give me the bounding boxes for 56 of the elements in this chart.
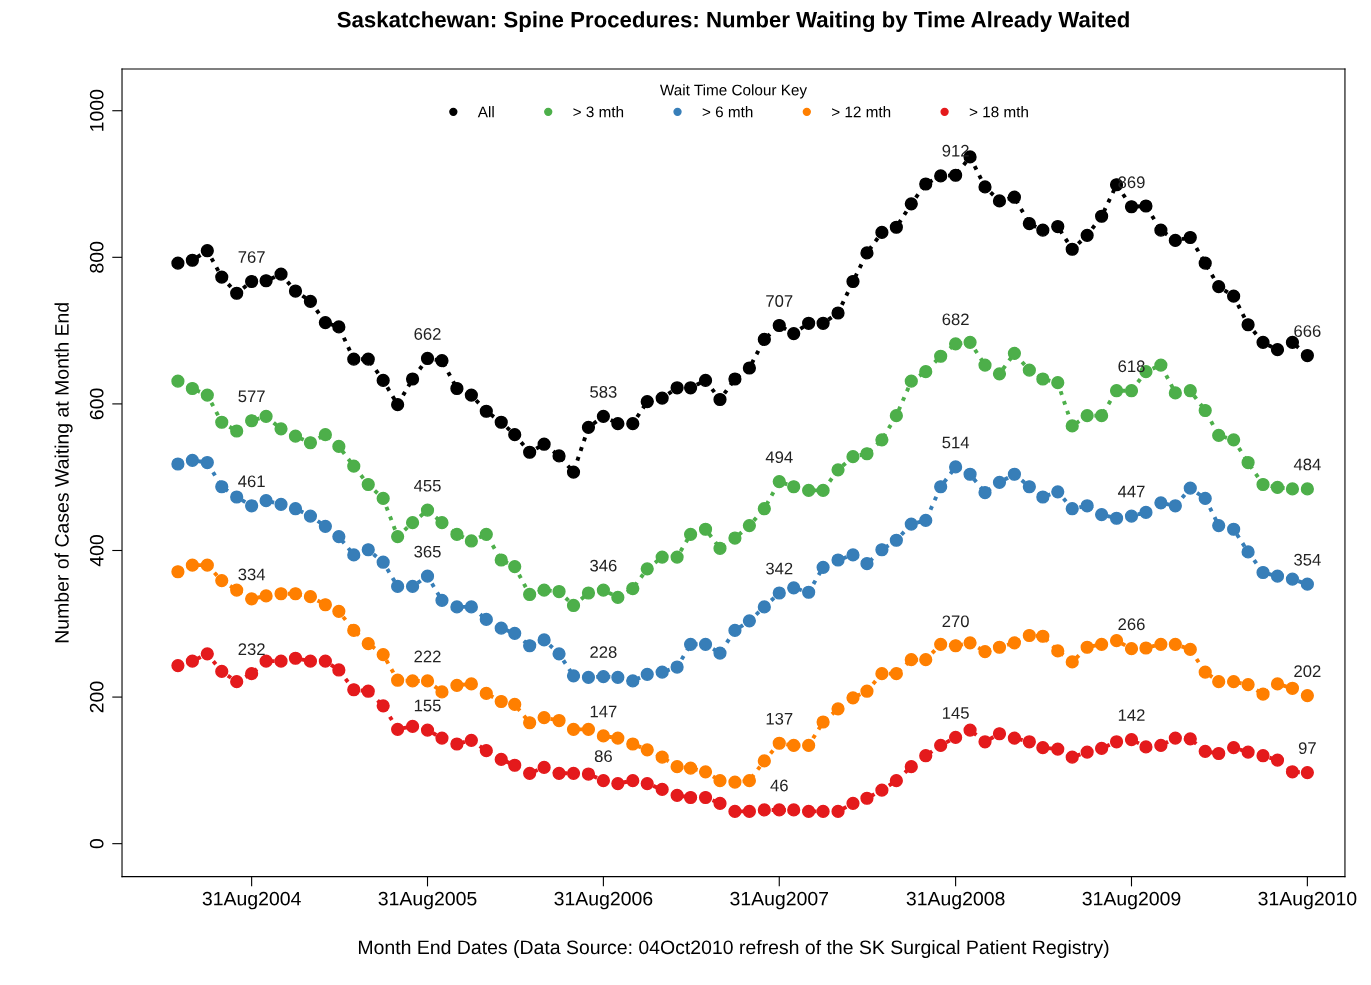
data-label: 455 xyxy=(413,479,441,492)
legend-title: Wait Time Colour Key xyxy=(659,84,808,99)
data-label: 682 xyxy=(942,313,969,326)
data-label: 232 xyxy=(238,643,265,656)
data-label: 97 xyxy=(1298,742,1316,754)
y-tick-label: 1000 xyxy=(89,89,104,131)
x-tick-label: 31Aug2005 xyxy=(378,891,477,910)
x-tick-label: 31Aug2007 xyxy=(730,891,829,910)
y-tick-label: 0 xyxy=(89,839,104,849)
data-label: 142 xyxy=(1118,709,1145,721)
data-label: 662 xyxy=(414,328,441,340)
data-label: 354 xyxy=(1294,553,1321,566)
y-tick-label: 800 xyxy=(89,241,104,273)
x-axis-title: Month End Dates (Data Source: 04Oct2010 refresh of the SK Surgical Patient Registry) xyxy=(358,939,1109,959)
data-label: 494 xyxy=(765,451,793,464)
x-tick-label: 31Aug2006 xyxy=(554,891,653,910)
chart-title: Saskatchewan: Spine Procedures: Number Waiting by Time Already Waited xyxy=(337,11,1129,32)
legend-label: All xyxy=(477,106,494,118)
data-label: 202 xyxy=(1294,665,1321,678)
data-label: 365 xyxy=(414,545,441,558)
legend-label: > 3 mth xyxy=(573,106,624,118)
data-label: 618 xyxy=(1118,360,1145,373)
y-tick-label: 200 xyxy=(89,681,104,713)
data-label: 137 xyxy=(766,712,793,725)
data-label: 342 xyxy=(765,562,793,575)
x-tick-label: 31Aug2010 xyxy=(1258,891,1357,910)
data-label: 155 xyxy=(414,699,441,712)
y-tick-label: 600 xyxy=(89,388,104,420)
data-label: 447 xyxy=(1117,485,1145,498)
x-tick-label: 31Aug2009 xyxy=(1082,891,1181,910)
x-tick-label: 31Aug2008 xyxy=(906,891,1005,910)
data-label: 147 xyxy=(590,705,617,718)
data-label: 666 xyxy=(1294,325,1321,337)
data-label: 583 xyxy=(590,385,617,398)
data-label: 228 xyxy=(590,646,617,658)
data-label: 86 xyxy=(594,750,612,763)
legend-label: > 18 mth xyxy=(969,106,1028,118)
legend-label: > 6 mth xyxy=(702,106,753,118)
x-tick-label: 31Aug2004 xyxy=(202,891,301,910)
data-label: 484 xyxy=(1293,458,1321,471)
data-label: 912 xyxy=(942,144,969,157)
data-label: 270 xyxy=(942,615,969,628)
data-label: 266 xyxy=(1118,618,1145,631)
legend-label: > 12 mth xyxy=(832,106,891,118)
data-label: 145 xyxy=(942,707,969,719)
data-label: 514 xyxy=(942,436,970,449)
data-label: 577 xyxy=(238,390,265,403)
y-axis-title: Number of Cases Waiting at Month End xyxy=(54,303,73,643)
data-label: 334 xyxy=(238,568,266,581)
data-label: 461 xyxy=(238,475,265,488)
y-tick-label: 400 xyxy=(89,535,104,567)
data-label: 707 xyxy=(766,295,793,307)
data-label: 222 xyxy=(414,650,441,663)
data-label: 346 xyxy=(590,559,617,572)
data-label: 46 xyxy=(770,779,788,792)
data-label: 767 xyxy=(238,251,265,263)
